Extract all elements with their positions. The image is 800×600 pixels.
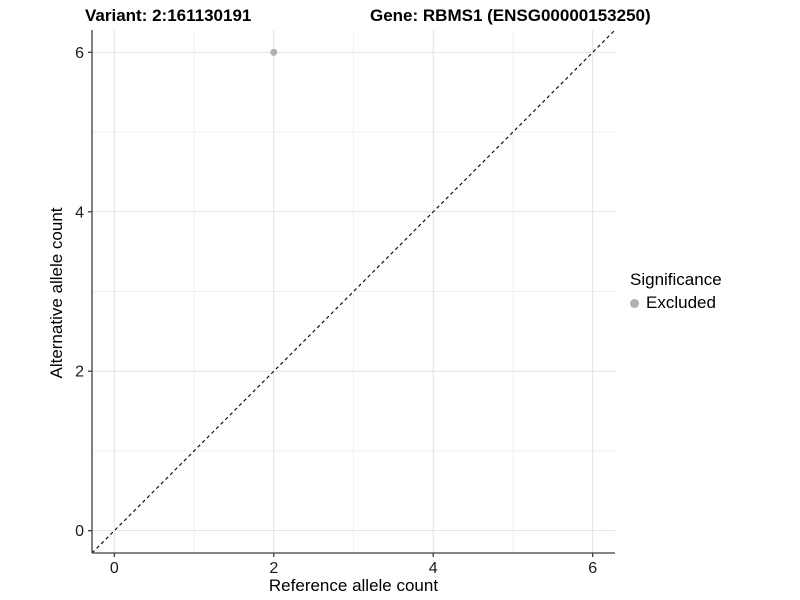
y-tick-label: 0	[75, 523, 84, 540]
legend-key-dot	[630, 298, 639, 308]
x-tick-label: 6	[588, 560, 597, 577]
x-tick-label: 2	[269, 560, 278, 577]
plot-title-variant: Variant: 2:161130191	[85, 6, 252, 25]
legend-title: Significance	[630, 270, 722, 289]
legend-item-excluded: Excluded	[630, 293, 722, 313]
x-axis-title: Reference allele count	[268, 576, 439, 595]
legend: Significance Excluded	[630, 270, 722, 313]
plot-title-gene: Gene: RBMS1 (ENSG00000153250)	[370, 6, 651, 25]
y-tick-label: 6	[75, 45, 84, 62]
x-tick-label: 0	[110, 560, 119, 577]
y-tick-label: 4	[75, 204, 84, 221]
y-tick-label: 2	[75, 364, 84, 381]
x-tick-label: 4	[429, 560, 438, 577]
y-axis-title: Alternative allele count	[47, 207, 66, 379]
data-point	[270, 48, 278, 56]
legend-item-label: Excluded	[646, 293, 716, 312]
